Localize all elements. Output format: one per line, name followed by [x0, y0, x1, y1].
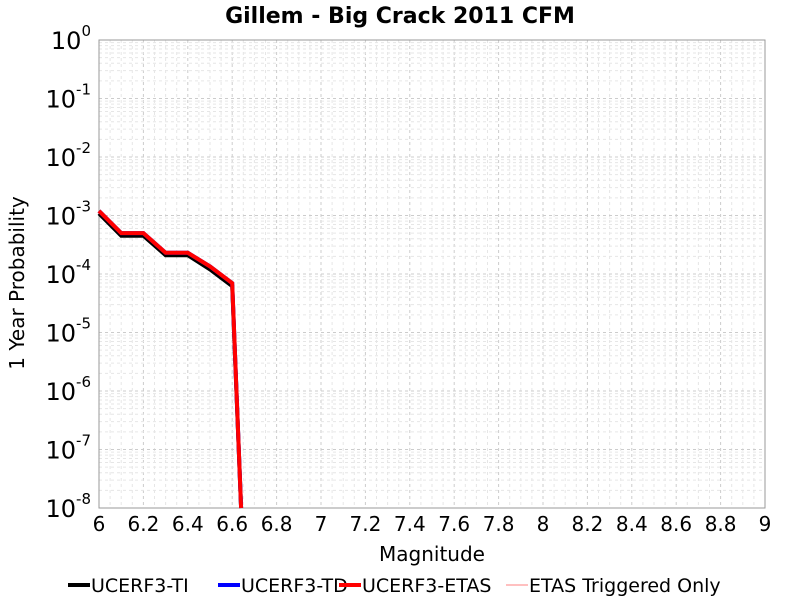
- series-line-ucerf3-ti: [97, 212, 244, 509]
- x-tick-label: 8.6: [660, 512, 692, 536]
- y-tick-exponent: -8: [76, 490, 91, 508]
- y-tick-base: 10: [45, 437, 76, 465]
- y-tick-base: 10: [45, 203, 76, 231]
- y-tick-base: 10: [45, 144, 76, 172]
- x-tick-label: 8.8: [705, 512, 737, 536]
- y-tick-exponent: -5: [76, 315, 91, 333]
- legend: UCERF3-TI UCERF3-TD UCERF3-ETAS ETAS Trigge…: [68, 575, 721, 597]
- x-tick-label: 8.4: [616, 512, 648, 536]
- y-tick-label: 10-3: [45, 198, 91, 231]
- y-tick-label: 10-2: [45, 139, 91, 172]
- legend-entry-label: UCERF3-TI: [91, 575, 189, 597]
- x-tick-label: 7.4: [394, 512, 426, 536]
- y-tick-base: 10: [51, 27, 82, 55]
- y-tick-base: 10: [45, 378, 76, 406]
- y-tick-exponent: -6: [76, 373, 91, 391]
- y-tick-exponent: -4: [76, 256, 91, 274]
- y-tick-exponent: -2: [76, 139, 91, 157]
- y-tick-base: 10: [45, 495, 76, 523]
- x-tick-label: 6: [93, 512, 106, 536]
- plot-area-border: [98, 39, 766, 509]
- series-line-ucerf3-etas: [97, 209, 244, 509]
- legend-entry-label: UCERF3-TD: [241, 575, 348, 597]
- y-tick-label: 10-5: [45, 315, 91, 348]
- x-tick-label: 7.2: [349, 512, 381, 536]
- y-tick-exponent: -3: [76, 198, 91, 216]
- y-tick-exponent: -1: [76, 81, 91, 99]
- x-tick-label: 7: [315, 512, 328, 536]
- series-layer: [97, 209, 244, 509]
- x-tick-label: 8.2: [571, 512, 603, 536]
- y-axis-label: 1 Year Probability: [5, 196, 29, 370]
- x-tick-label: 6.8: [261, 512, 293, 536]
- x-tick-label: 6.4: [172, 512, 204, 536]
- y-tick-exponent: -7: [76, 432, 91, 450]
- grid: [98, 39, 766, 509]
- x-tick-label: 6.2: [127, 512, 159, 536]
- x-tick-label: 7.6: [438, 512, 470, 536]
- x-tick-label: 9: [759, 512, 772, 536]
- x-tick-label: 7.8: [483, 512, 515, 536]
- x-axis-label: Magnitude: [379, 542, 485, 566]
- y-tick-base: 10: [45, 261, 76, 289]
- y-tick-label: 100: [51, 22, 91, 55]
- y-tick-label: 10-6: [45, 373, 91, 406]
- x-tick-label: 6.6: [216, 512, 248, 536]
- y-tick-base: 10: [45, 320, 76, 348]
- chart-title: Gillem - Big Crack 2011 CFM: [225, 4, 575, 29]
- y-tick-label: 10-1: [45, 81, 91, 114]
- y-tick-base: 10: [45, 86, 76, 114]
- x-tick-labels: 6 6.2 6.4 6.6 6.8 7 7.2 7.4 7.6 7.8 8 8.2 8.4 8.6 8.8 9: [93, 512, 772, 536]
- y-tick-label: 10-7: [45, 432, 91, 465]
- legend-entry-label: ETAS Triggered Only: [529, 575, 721, 597]
- y-tick-label: 10-4: [45, 256, 91, 289]
- y-tick-label: 10-8: [45, 490, 91, 523]
- x-tick-label: 8: [537, 512, 550, 536]
- legend-entry-label: UCERF3-ETAS: [362, 575, 491, 597]
- y-tick-exponent: 0: [81, 22, 91, 40]
